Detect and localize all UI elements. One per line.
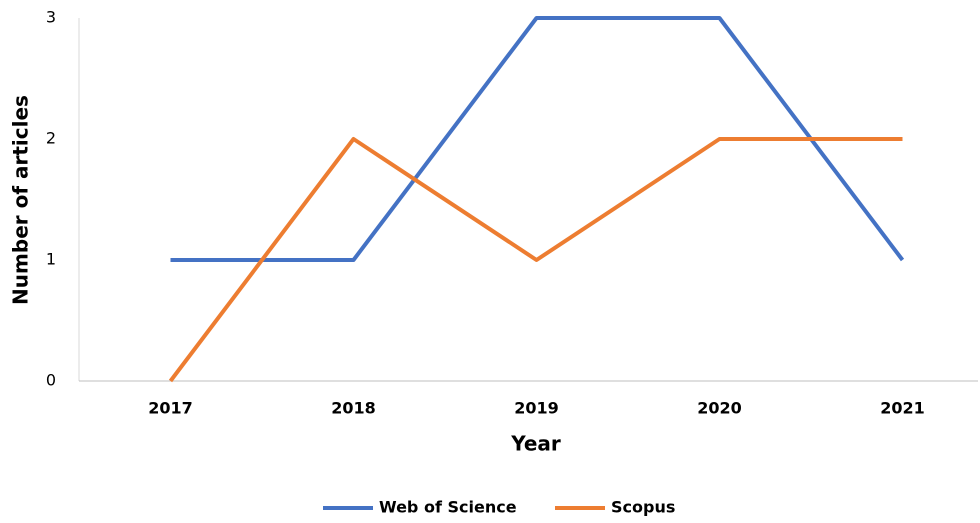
y-tick-label: 0 [46,371,56,390]
x-axis-label: Year [510,432,561,456]
x-tick-label: 2018 [331,399,376,418]
y-tick-label: 1 [46,250,56,269]
x-tick-label: 2021 [880,399,925,418]
y-axis-label: Number of articles [9,95,33,305]
x-tick-label: 2017 [148,399,193,418]
y-tick-label: 2 [46,129,56,148]
series-line [170,16,905,262]
x-tick-label: 2020 [697,399,742,418]
x-tick-label: 2019 [514,399,559,418]
series-line [168,137,903,383]
legend-label: Web of Science [379,498,517,517]
y-tick-label: 3 [46,8,56,27]
legend-label: Scopus [611,498,675,517]
